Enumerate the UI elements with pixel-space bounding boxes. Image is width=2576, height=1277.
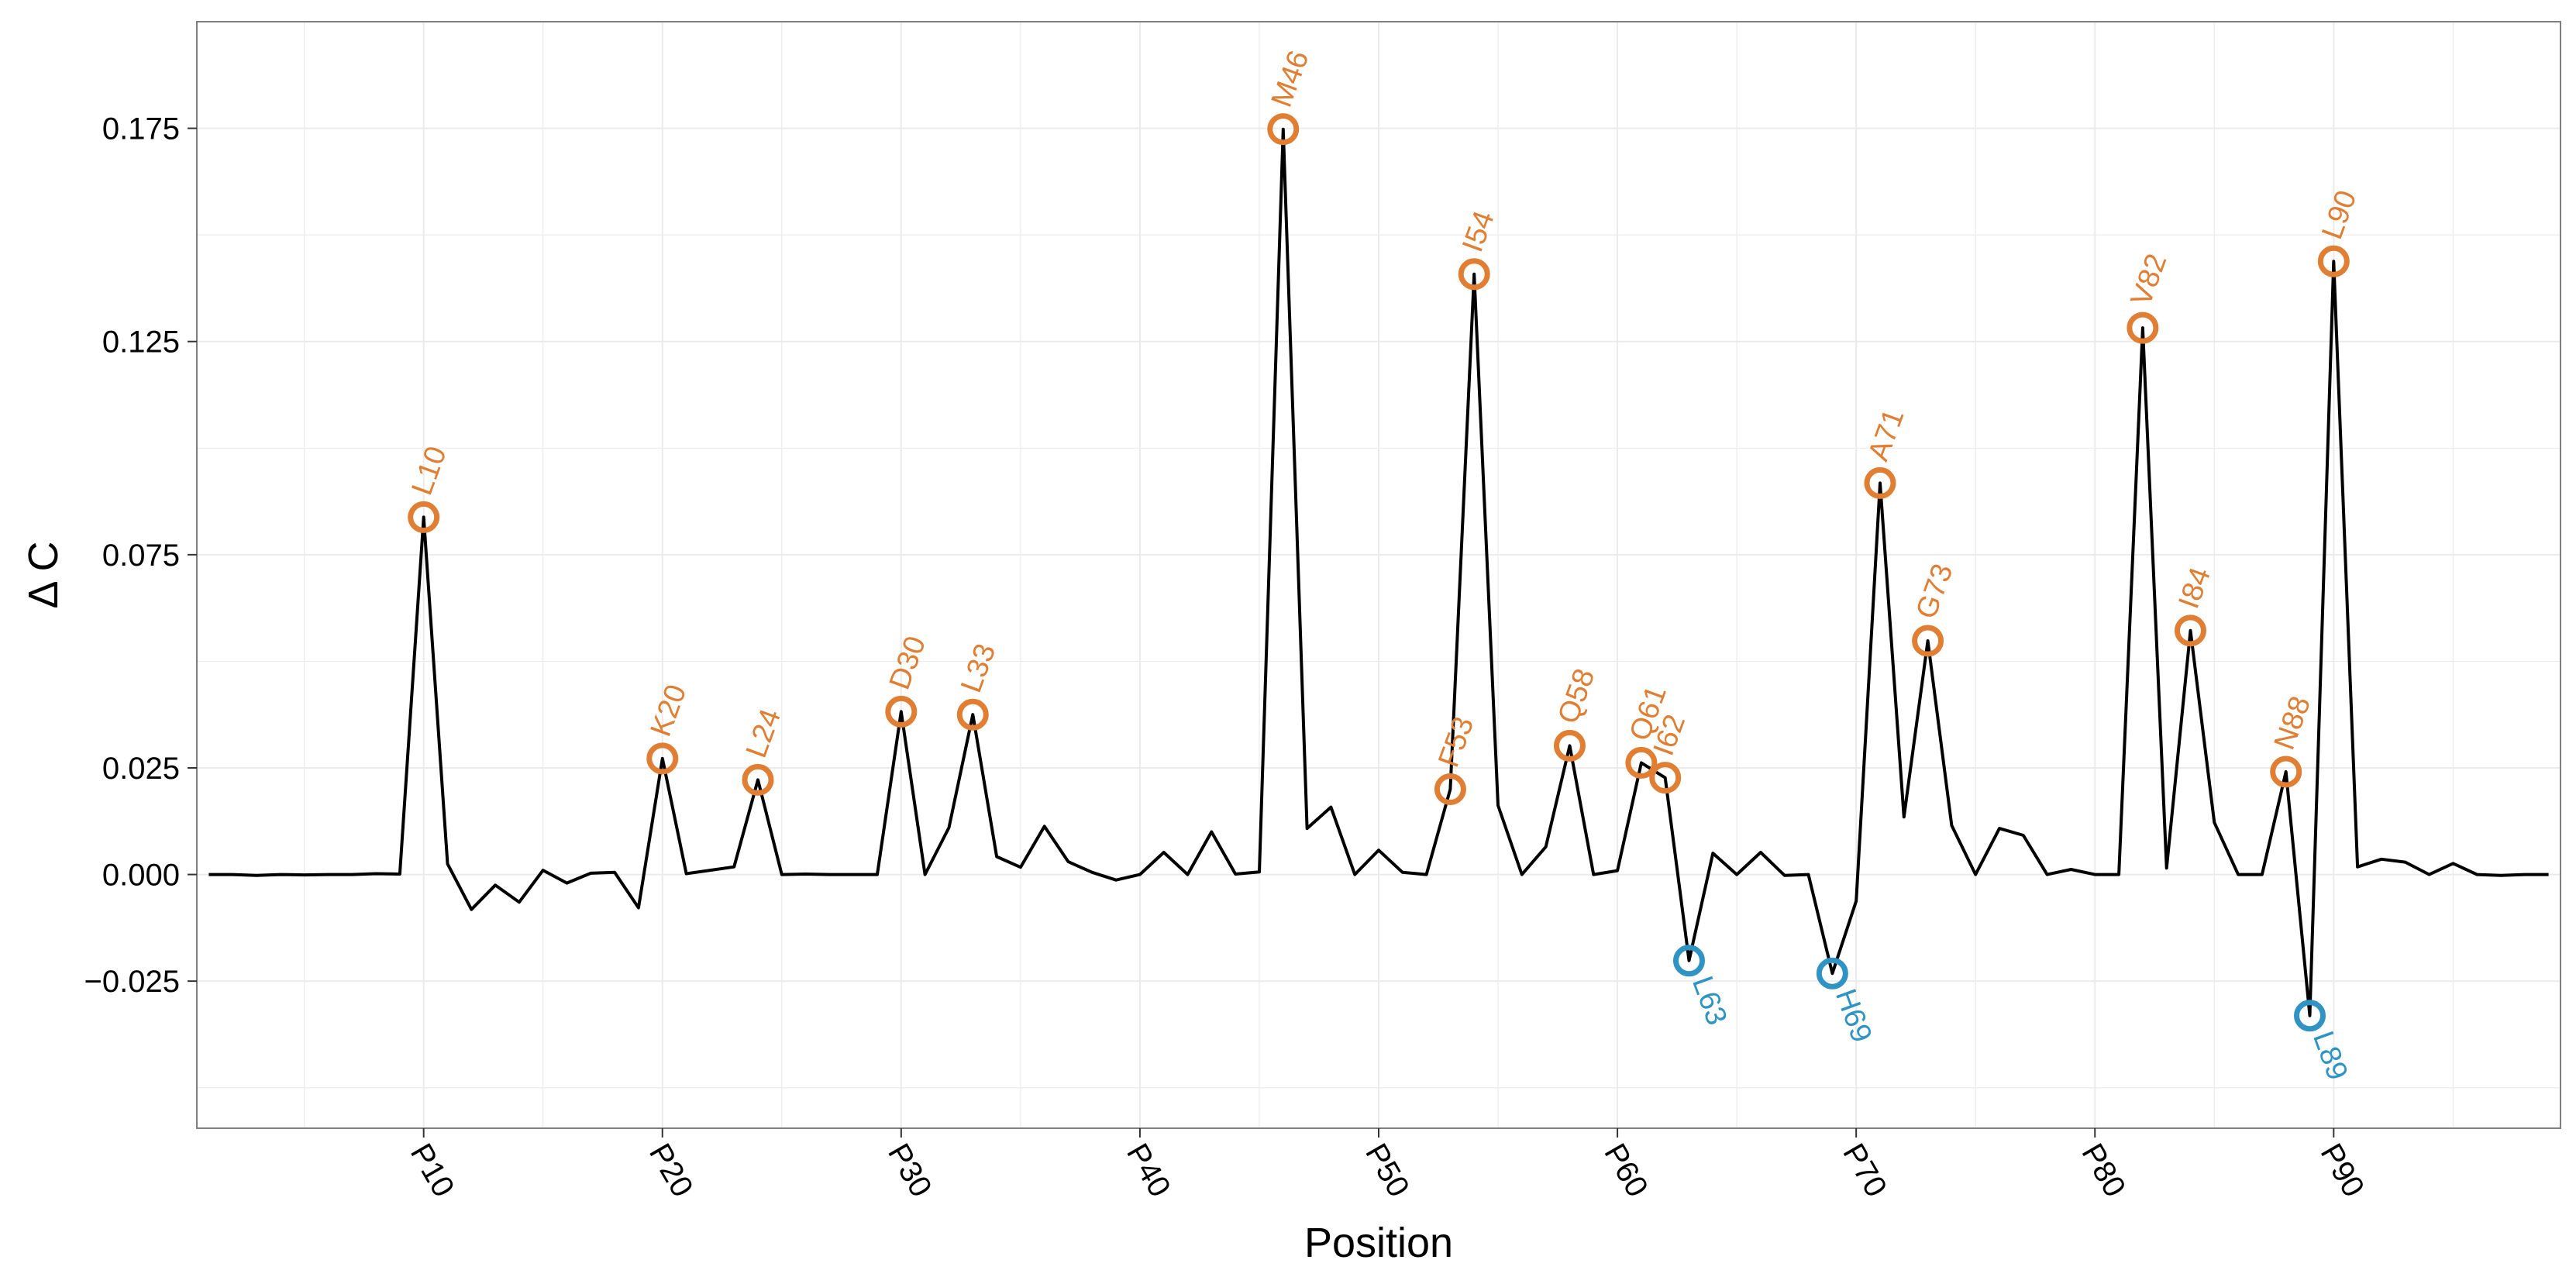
point-marker-l89 bbox=[2294, 1000, 2326, 1032]
point-marker-i54 bbox=[1458, 258, 1490, 291]
point-marker-h69 bbox=[1816, 957, 1848, 990]
y-tick-label: 0.175 bbox=[102, 112, 180, 146]
point-marker-d30 bbox=[885, 695, 918, 728]
point-marker-l90 bbox=[2317, 245, 2350, 277]
labeled-point-markers bbox=[408, 113, 2350, 1032]
point-marker-g73 bbox=[1912, 625, 1944, 657]
point-marker-f53 bbox=[1434, 773, 1466, 806]
y-axis-title: Δ C bbox=[20, 541, 67, 608]
point-marker-l33 bbox=[956, 698, 989, 731]
point-marker-a71 bbox=[1864, 466, 1896, 499]
y-tick-label: 0.025 bbox=[102, 752, 180, 786]
series-line bbox=[208, 127, 2549, 1017]
y-tick-label: 0.125 bbox=[102, 325, 180, 360]
point-marker-k20 bbox=[646, 742, 679, 775]
point-marker-l63 bbox=[1673, 945, 1706, 977]
y-tick-label: 0.075 bbox=[102, 539, 180, 573]
point-marker-q58 bbox=[1553, 729, 1586, 762]
point-marker-i62 bbox=[1649, 762, 1682, 794]
point-marker-v82 bbox=[2127, 312, 2159, 344]
point-marker-i84 bbox=[2174, 614, 2206, 647]
point-marker-n88 bbox=[2270, 756, 2302, 788]
y-tick-label: 0.000 bbox=[102, 859, 180, 893]
point-marker-m46 bbox=[1267, 113, 1300, 146]
point-marker-l24 bbox=[742, 763, 774, 796]
y-tick-label: −0.025 bbox=[84, 965, 180, 999]
point-marker-l10 bbox=[408, 501, 440, 533]
series-line-delta-c bbox=[208, 127, 2549, 1017]
x-axis-title: Position bbox=[1304, 1220, 1453, 1266]
point-marker-q61 bbox=[1625, 746, 1658, 779]
